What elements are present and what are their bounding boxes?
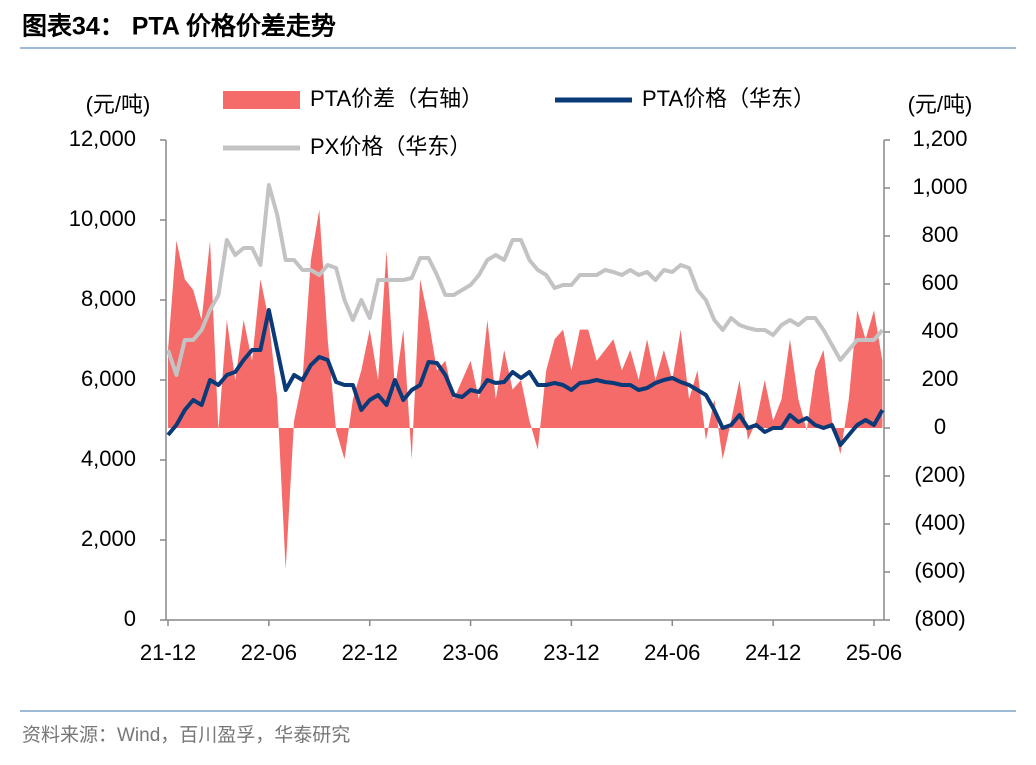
y-tick-label: 12,000 (69, 126, 136, 151)
plot (166, 183, 885, 570)
source: 资料来源：Wind，百川盈孚，华泰研究 (22, 724, 350, 746)
y2-tick-label: 600 (922, 270, 959, 295)
x-tick-label: 23-12 (543, 640, 599, 665)
y2-tick-label: 0 (934, 414, 946, 439)
price-line (166, 183, 884, 377)
y2-tick-label: 200 (922, 366, 959, 391)
y-tick-label: 4,000 (81, 446, 136, 471)
price-line (166, 308, 885, 447)
legend-label: PTA价差（右轴） (310, 86, 483, 111)
legend-label: PX价格（华东） (310, 134, 471, 159)
x-tick-label: 25-06 (846, 640, 902, 665)
legend-swatch (223, 91, 300, 109)
legend-label: PTA价格（华东） (642, 86, 815, 111)
y2-tick-label: 1,200 (912, 126, 967, 151)
y2-tick-label: (400) (914, 510, 965, 535)
y2-tick-label: 800 (922, 222, 959, 247)
y2-tick-label: (800) (914, 606, 965, 631)
y-axis-label: (元/吨) (86, 92, 151, 117)
y2-tick-label: (600) (914, 558, 965, 583)
y2-tick-label: (200) (914, 462, 965, 487)
x-tick-label: 24-12 (745, 640, 801, 665)
y-tick-label: 8,000 (81, 286, 136, 311)
chart-title: 图表34： PTA 价格价差走势 (22, 12, 336, 41)
x-tick-label: 22-06 (241, 640, 297, 665)
y-tick-label: 6,000 (81, 366, 136, 391)
y-tick-label: 0 (124, 606, 136, 631)
spread-area (168, 209, 883, 570)
x-tick-label: 23-06 (442, 640, 498, 665)
y2-axis-label: (元/吨) (908, 92, 973, 117)
x-tick-label: 24-06 (644, 640, 700, 665)
y2-tick-label: 400 (922, 318, 959, 343)
x-tick-label: 21-12 (140, 640, 196, 665)
x-tick-label: 22-12 (342, 640, 398, 665)
y2-tick-label: 1,000 (912, 174, 967, 199)
y-tick-label: 10,000 (69, 206, 136, 231)
y-tick-label: 2,000 (81, 526, 136, 551)
